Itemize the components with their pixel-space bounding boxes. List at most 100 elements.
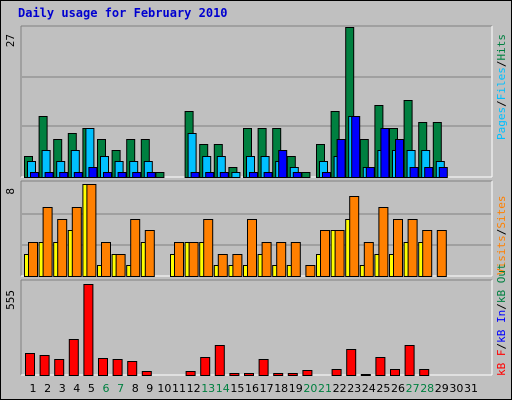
sites-bar [115,254,126,277]
sites-bar [276,242,287,277]
day-label: 3 [59,382,66,395]
kbf-bar [360,374,371,376]
files-bar [187,133,197,178]
sites-bar [422,230,433,277]
pages-bar [292,172,302,178]
legend-entry: Pages [495,107,508,140]
day-label: 7 [117,382,124,395]
kbf-bar [112,359,123,376]
sites-bar [71,207,82,277]
kbytes-legend: kB F/kB In/kB Out [495,263,508,376]
sites-bar [130,219,141,277]
page-title: Daily usage for February 2010 [18,6,228,20]
pages-bar [103,172,112,178]
pages-bar [249,172,258,178]
sites-bar [436,230,447,277]
kbf-bar [200,357,211,376]
kbf-bar [375,357,386,376]
legend-entry: Hits [495,34,508,61]
pages-bar [73,172,83,178]
sites-bar [290,242,301,277]
legend-separator: / [495,343,508,350]
pages-bar [278,150,288,178]
max-value-label: 27 [4,34,17,47]
sites-bar [305,265,316,277]
legend-entry: kB In [495,310,508,343]
day-label: 29 [435,382,449,395]
sites-bar [334,230,345,277]
pages-bar [351,116,361,178]
day-label: 9 [146,382,153,395]
files-bar [231,172,241,178]
kbf-bar [229,373,240,376]
sites-bar [393,219,403,277]
kbf-bar [273,373,284,376]
kbf-bar [68,339,79,376]
day-label: 26 [391,382,405,395]
day-label: 19 [289,382,303,395]
day-label: 12 [187,382,201,395]
day-label: 10 [157,382,171,395]
kbf-bar [54,359,65,376]
kbf-bar [419,369,430,376]
sites-bar [28,242,38,277]
kbf-bar [244,373,254,376]
day-label: 20 [303,382,317,395]
sites-bar [42,207,53,277]
legend-entry: Visits [495,235,508,275]
sites-bar [261,242,272,277]
kbf-bar [185,371,196,376]
sites-bar [363,242,374,277]
legend-entry: kB F [495,350,508,377]
sites-bar [101,242,111,277]
day-label: 31 [464,382,478,395]
sites-bar [320,230,330,277]
pages-bar [380,128,390,178]
day-label: 2 [44,382,51,395]
kbf-bar [390,369,400,376]
day-label: 11 [172,382,186,395]
pages-bar [438,167,448,178]
pages-bar [88,167,98,178]
sites-bar [203,219,214,277]
day-label: 23 [347,382,361,395]
day-label: 27 [406,382,420,395]
max-value-label: 8 [4,188,17,195]
day-label: 5 [88,382,95,395]
kbf-bar [141,371,152,376]
pages-bar [117,172,127,178]
sites-bar [217,254,228,277]
pages-bar [146,172,156,178]
day-label: 15 [230,382,244,395]
sites-bar [349,196,360,277]
pages-bar [424,167,434,178]
day-label: 1 [30,382,37,395]
kbf-bar [258,359,269,376]
pages-bar [409,167,419,178]
sites-bar [174,242,184,277]
sites-bar [57,219,68,277]
day-label: 28 [420,382,434,395]
pages-bar [336,139,346,178]
pages-bar [59,172,69,178]
day-label: 25 [376,382,390,395]
kbf-bar [214,345,225,376]
legend-separator: / [495,61,508,68]
sites-bar [86,184,97,277]
pages-bar [44,172,54,178]
kbf-bar [127,361,138,376]
kbf-bar [83,284,94,376]
sites-bar [232,254,243,277]
legend-separator: / [495,100,508,107]
day-label: 4 [73,382,80,395]
kbf-bar [331,369,342,376]
sites-bar [407,219,418,277]
kbf-bar [404,345,415,376]
legend-entry: Files [495,67,508,100]
day-label: 18 [274,382,288,395]
kbf-bar [302,370,313,376]
day-label: 24 [362,382,376,395]
hits-bar [155,172,165,178]
legend-separator: / [495,229,508,236]
